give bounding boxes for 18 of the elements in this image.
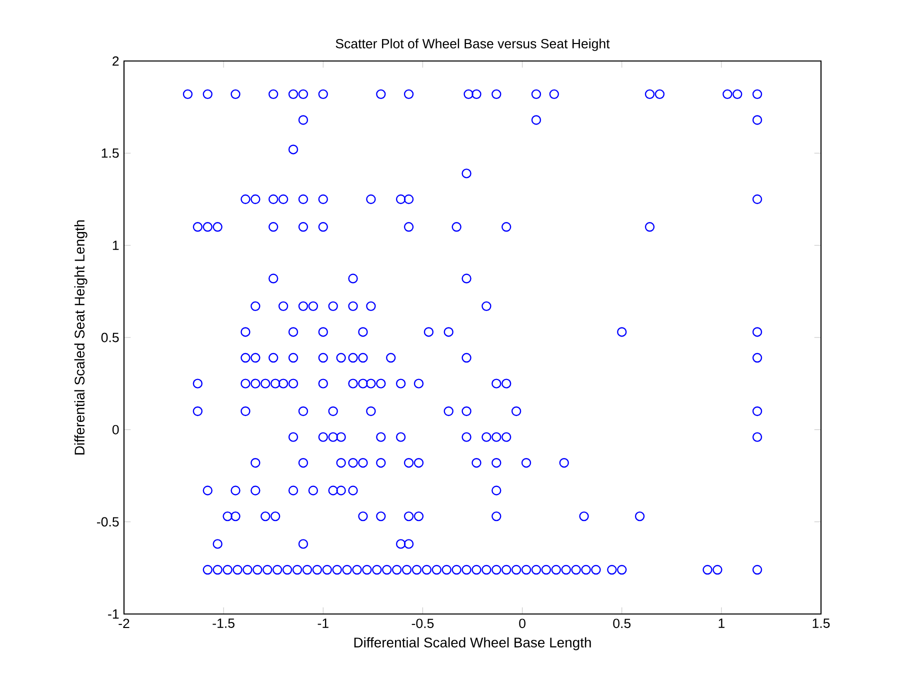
y-tick-label: 0.5 — [101, 332, 119, 342]
x-tick-label: 1 — [718, 618, 724, 628]
y-tick-label: 2 — [112, 56, 119, 66]
x-tick-label: 1.5 — [812, 618, 830, 628]
x-tick-label: -0.5 — [412, 618, 434, 628]
y-tick-label: -1 — [108, 609, 119, 619]
chart-title: Scatter Plot of Wheel Base versus Seat Height — [336, 38, 610, 51]
x-tick-label: 0 — [519, 618, 526, 628]
x-tick-label: -1.5 — [212, 618, 234, 628]
x-tick-label: -2 — [118, 618, 130, 628]
y-tick-label: 0 — [112, 424, 119, 434]
x-tick-label: 0.5 — [613, 618, 631, 628]
y-axis-title: Differential Scaled Seat Height Length — [74, 220, 88, 454]
y-tick-label: 1 — [112, 240, 119, 250]
x-axis-title: Differential Scaled Wheel Base Length — [354, 637, 591, 650]
x-tick-label: -1 — [318, 618, 328, 628]
y-tick-label: -0.5 — [97, 517, 119, 527]
y-tick-label: 1.5 — [102, 148, 119, 158]
